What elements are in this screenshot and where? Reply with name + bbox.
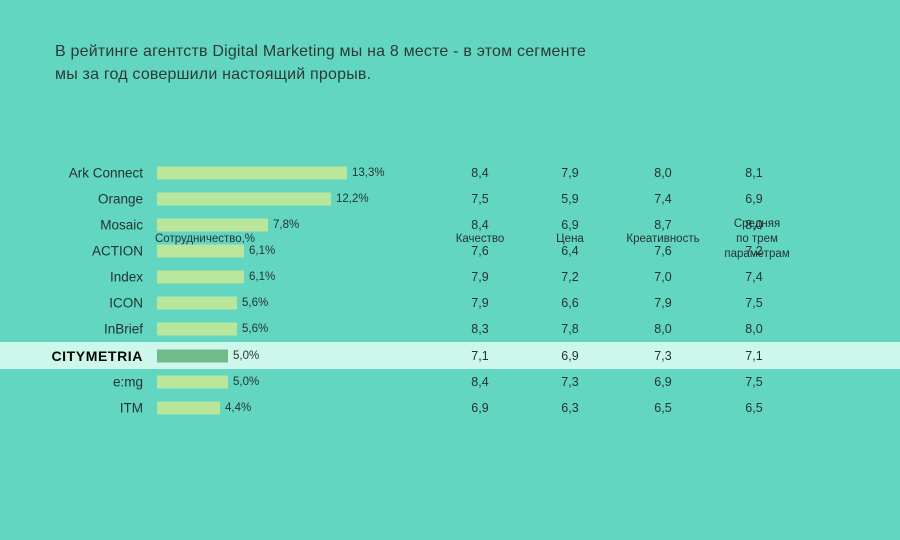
column-header-average-line3: параметрам — [724, 248, 790, 260]
quality-value: 7,9 — [471, 296, 489, 310]
column-header-average-line2: по трем — [736, 233, 778, 245]
cooperation-bar — [157, 270, 244, 284]
creativity-value: 6,9 — [654, 375, 672, 389]
cooperation-value: 5,6% — [242, 323, 269, 335]
cooperation-value: 5,0% — [233, 349, 260, 362]
cooperation-bar — [157, 401, 220, 415]
agency-label: ITM — [119, 400, 143, 416]
quality-value: 7,9 — [471, 270, 489, 284]
average-value: 7,5 — [745, 375, 763, 389]
slide-title-line2: мы за год совершили настоящий прорыв. — [55, 66, 372, 83]
creativity-value: 8,0 — [654, 322, 672, 336]
cooperation-value: 6,1% — [249, 271, 276, 283]
column-header-price: Цена — [556, 233, 584, 245]
creativity-value: 8,7 — [654, 218, 672, 232]
cooperation-value: 4,4% — [225, 402, 252, 414]
price-value: 6,9 — [561, 218, 579, 232]
price-value: 6,3 — [561, 401, 579, 415]
quality-value: 6,9 — [471, 401, 489, 415]
average-value: 6,9 — [745, 192, 763, 206]
column-header-quality: Качество — [455, 233, 505, 245]
average-value: 7,4 — [745, 270, 763, 284]
table-body: Ark Connect 13,3% 8,4 7,9 8,0 8,1 Orange 12,2% 7… — [0, 160, 900, 421]
agency-label: Ark Connect — [68, 165, 143, 181]
table-row: Ark Connect 13,3% 8,4 7,9 8,0 8,1 — [0, 160, 900, 186]
price-value: 6,4 — [561, 244, 579, 258]
cooperation-bar — [157, 244, 244, 258]
creativity-value: 6,5 — [654, 401, 672, 415]
column-header-creativity: Креативность — [626, 233, 700, 245]
price-value: 5,9 — [561, 192, 579, 206]
creativity-value: 7,3 — [654, 348, 672, 363]
average-value: 8,1 — [745, 166, 763, 180]
cooperation-bar — [157, 349, 228, 362]
price-value: 7,9 — [561, 166, 579, 180]
cooperation-value: 5,0% — [233, 376, 260, 388]
table-header: Сотрудничество,% Качество Цена Креативно… — [0, 105, 900, 260]
cooperation-bar — [157, 296, 237, 310]
creativity-value: 7,0 — [654, 270, 672, 284]
column-header-average: Средняя по трем параметрам — [724, 217, 789, 262]
price-value: 6,9 — [561, 348, 579, 363]
price-value: 7,2 — [561, 270, 579, 284]
quality-value: 8,4 — [471, 375, 489, 389]
slide-title-line1: В рейтинге агентств Digital Marketing мы… — [55, 43, 587, 60]
cooperation-bar — [157, 166, 347, 180]
agency-label: InBrief — [103, 321, 143, 337]
table-row: e:mg 5,0% 8,4 7,3 6,9 7,5 — [0, 369, 900, 395]
quality-value: 8,4 — [471, 218, 489, 232]
table-row: ACTION 6,1% 7,6 6,4 7,6 7,2 — [0, 238, 900, 264]
average-value: 7,1 — [745, 348, 763, 363]
table-row: Orange 12,2% 7,5 5,9 7,4 6,9 — [0, 186, 900, 212]
table-row: InBrief 5,6% 8,3 7,8 8,0 8,0 — [0, 316, 900, 342]
table-row: Index 6,1% 7,9 7,2 7,0 7,4 — [0, 264, 900, 290]
agency-label: ACTION — [91, 243, 143, 259]
price-value: 6,6 — [561, 296, 579, 310]
creativity-value: 7,9 — [654, 296, 672, 310]
quality-value: 7,1 — [471, 348, 489, 363]
creativity-value: 7,6 — [654, 244, 672, 258]
cooperation-bar — [157, 192, 331, 206]
agency-label: Orange — [97, 191, 143, 207]
column-header-average-line1: Средняя — [733, 218, 781, 230]
cooperation-value: 13,3% — [352, 167, 385, 179]
price-value: 7,8 — [561, 322, 579, 336]
creativity-value: 8,0 — [654, 166, 672, 180]
agency-label: Index — [109, 269, 143, 285]
agency-label: CITYMETRIA — [51, 347, 143, 364]
creativity-value: 7,4 — [654, 192, 672, 206]
average-value: 7,2 — [745, 244, 763, 258]
cooperation-value: 6,1% — [249, 245, 276, 257]
table-row: ITM 4,4% 6,9 6,3 6,5 6,5 — [0, 395, 900, 421]
quality-value: 8,4 — [471, 166, 489, 180]
cooperation-bar — [157, 322, 237, 336]
price-value: 7,3 — [561, 375, 579, 389]
cooperation-bar — [157, 218, 268, 232]
average-value: 8,0 — [745, 218, 763, 232]
cooperation-value: 7,8% — [273, 219, 300, 231]
column-header-cooperation: Сотрудничество,% — [155, 233, 256, 245]
quality-value: 8,3 — [471, 322, 489, 336]
average-value: 8,0 — [745, 322, 763, 336]
slide-title: В рейтинге агентств Digital Marketing мы… — [55, 40, 695, 86]
agency-label: Mosaic — [100, 217, 143, 233]
agency-label: ICON — [109, 295, 143, 311]
average-value: 6,5 — [745, 401, 763, 415]
quality-value: 7,5 — [471, 192, 489, 206]
cooperation-value: 12,2% — [336, 193, 369, 205]
agency-label: e:mg — [112, 374, 143, 390]
table-row-highlighted: CITYMETRIA 5,0% 7,1 6,9 7,3 7,1 — [0, 342, 900, 369]
table-row: ICON 5,6% 7,9 6,6 7,9 7,5 — [0, 290, 900, 316]
average-value: 7,5 — [745, 296, 763, 310]
quality-value: 7,6 — [471, 244, 489, 258]
table-row: Mosaic 7,8% 8,4 6,9 8,7 8,0 — [0, 212, 900, 238]
cooperation-bar — [157, 375, 228, 389]
cooperation-value: 5,6% — [242, 297, 269, 309]
